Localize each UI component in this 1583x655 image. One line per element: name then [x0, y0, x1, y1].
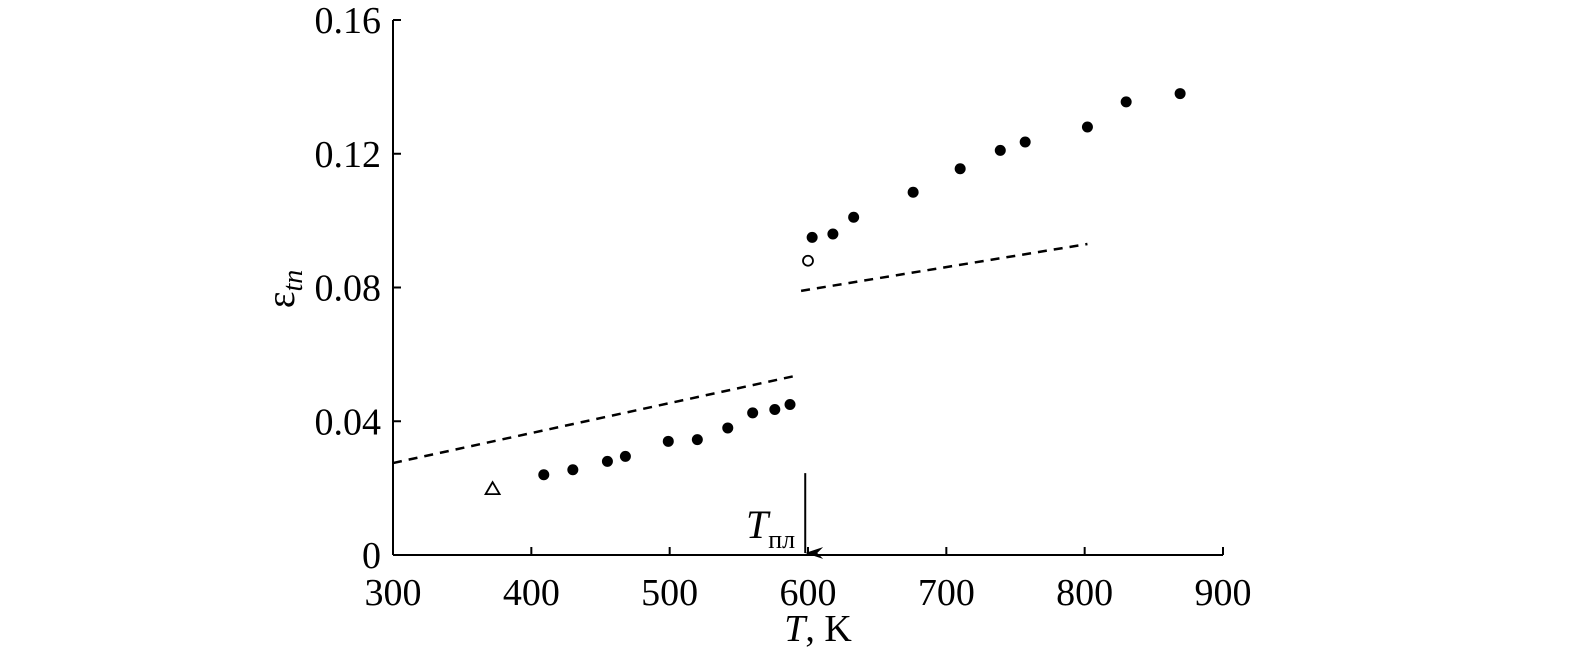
data-points — [484, 88, 1186, 496]
y-tick-label: 0 — [362, 535, 381, 577]
data-point-filled — [954, 163, 966, 175]
y-tick-label: 0.04 — [315, 401, 382, 443]
data-point-filled — [907, 186, 919, 198]
dashed-lines — [392, 242, 1088, 465]
axes — [392, 20, 1223, 556]
y-axis-title-symbol: ε — [258, 291, 303, 308]
data-point-filled — [1120, 96, 1132, 108]
y-tick-label: 0.08 — [315, 268, 382, 310]
data-point-filled — [994, 144, 1006, 156]
y-tick-label: 0.16 — [315, 0, 382, 42]
y-axis-title-subscript: tn — [278, 270, 309, 292]
data-point-filled — [691, 434, 703, 446]
x-axis-title-variable: T — [784, 608, 808, 650]
data-point-filled — [1081, 121, 1093, 133]
data-point-filled — [722, 422, 734, 434]
data-point-filled — [806, 231, 818, 243]
data-point-filled — [567, 464, 579, 476]
x-axis-title: T, K — [784, 608, 852, 650]
melting-temperature-symbol: T — [746, 502, 771, 547]
x-tick-label: 800 — [1056, 572, 1113, 614]
y-tick-label: 0.12 — [315, 134, 382, 176]
data-point-filled — [538, 469, 550, 481]
x-tick-label: 500 — [641, 572, 698, 614]
data-point-filled — [827, 228, 839, 240]
x-axis-title-unit: , K — [805, 608, 852, 650]
dashed-fit-line — [800, 242, 1088, 293]
data-point-filled — [1174, 88, 1186, 100]
melting-temperature-label: Tпл — [746, 502, 795, 554]
data-point-filled — [1019, 136, 1031, 148]
data-point-filled — [619, 450, 631, 462]
data-point-filled — [769, 404, 781, 416]
y-axis-title: εtn — [258, 270, 309, 309]
dashed-fit-line — [392, 374, 795, 465]
data-point-filled — [747, 407, 759, 419]
x-tick-label: 600 — [780, 572, 837, 614]
data-point-filled — [662, 435, 674, 447]
melting-temperature-subscript: пл — [768, 525, 795, 554]
ticks: 300 400 500 600 700 800 900 0 0.04 0.08 0.12 0.16 — [315, 0, 1252, 614]
x-tick-label: 900 — [1195, 572, 1252, 614]
data-point-filled — [848, 211, 860, 223]
x-tick-label: 300 — [365, 572, 422, 614]
data-point-filled — [601, 455, 613, 467]
x-tick-label: 400 — [503, 572, 560, 614]
x-tick-label: 700 — [918, 572, 975, 614]
data-point-open-circle — [802, 254, 814, 267]
data-point-open-triangle — [484, 480, 502, 496]
data-point-filled — [784, 399, 796, 411]
